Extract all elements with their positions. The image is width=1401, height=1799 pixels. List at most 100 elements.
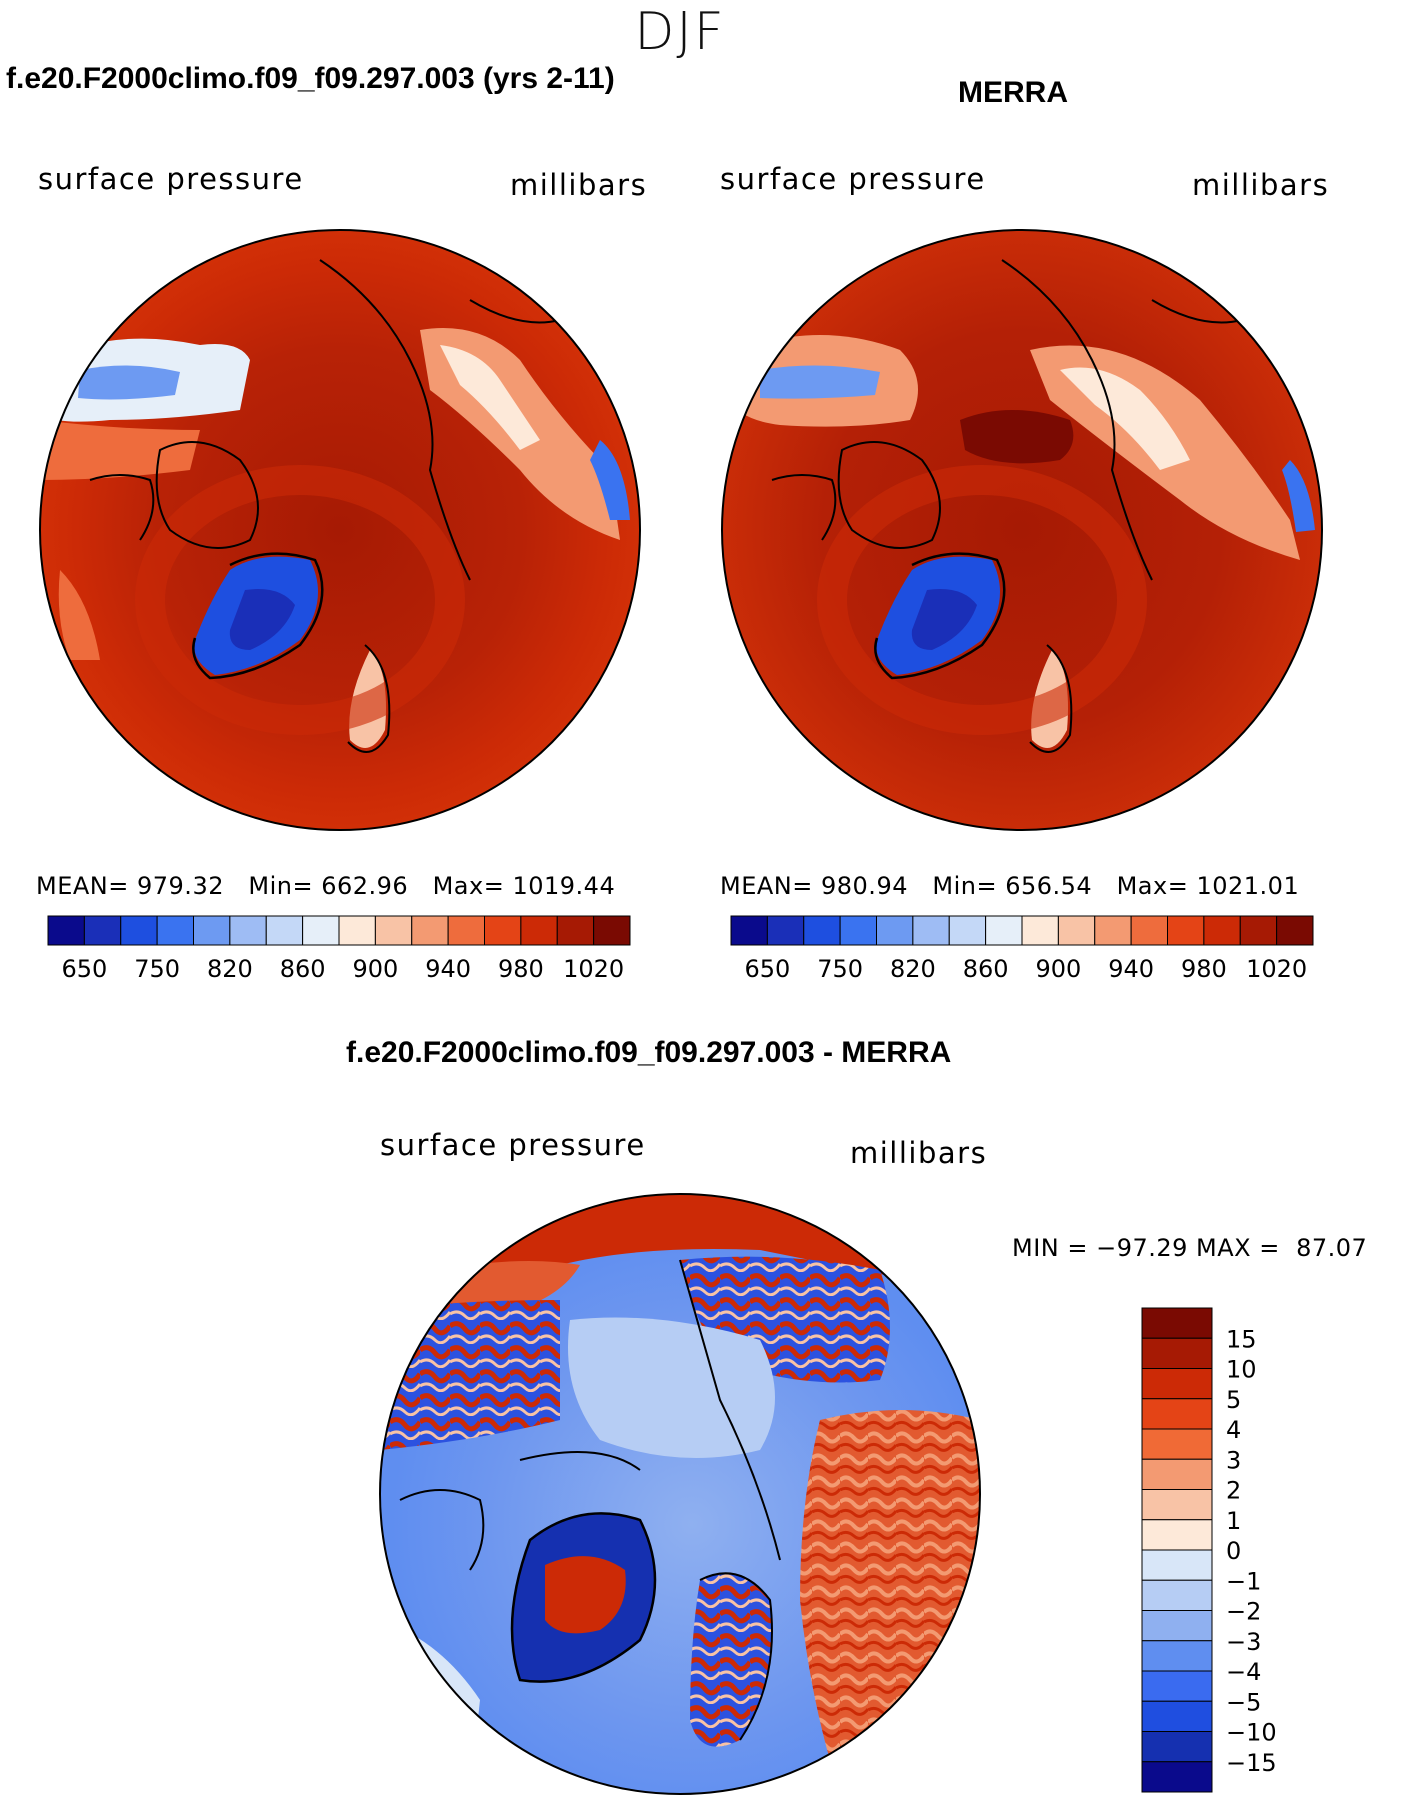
obs-colorbar-label: 940	[1108, 955, 1154, 983]
model-colorbar-label: 820	[207, 955, 253, 983]
obs-map	[722, 230, 1322, 830]
obs-map-border	[721, 229, 1323, 831]
obs-colorbar-label: 750	[817, 955, 863, 983]
diff-colorbar-box	[1141, 1670, 1213, 1702]
obs-colorbar-box	[730, 915, 768, 946]
obs-colorbar-label: 980	[1181, 955, 1227, 983]
model-colorbar-label: 900	[352, 955, 398, 983]
model-colorbar: 650 750 820 860 900 940 980 1020	[47, 915, 631, 983]
obs-colorbar-box	[803, 915, 841, 946]
model-colorbar-box	[484, 915, 522, 946]
model-colorbar-box	[411, 915, 449, 946]
model-colorbar-label: 750	[134, 955, 180, 983]
model-stats: MEAN= 979.32 Min= 662.96 Max= 1019.44	[36, 872, 616, 900]
obs-colorbar-box	[1167, 915, 1205, 946]
model-colorbar-box	[374, 915, 413, 946]
model-colorbar-box	[447, 915, 485, 946]
obs-colorbar-box	[1094, 915, 1132, 946]
diff-colorbar-label: −4	[1226, 1658, 1261, 1686]
diff-colorbar-label: −10	[1226, 1719, 1277, 1747]
diff-colorbar-box	[1141, 1640, 1213, 1672]
model-colorbar-box	[302, 915, 340, 946]
diff-colorbar-label: 4	[1226, 1416, 1241, 1444]
model-colorbar-label: 940	[425, 955, 471, 983]
diff-colorbar-box	[1141, 1489, 1213, 1521]
diff-colorbar-label: 15	[1226, 1325, 1257, 1353]
diff-colorbar-box	[1141, 1428, 1213, 1460]
diff-colorbar-label: 0	[1226, 1537, 1241, 1565]
obs-colorbar: 650 750 820 860 900 940 980 1020	[730, 915, 1314, 983]
model-colorbar-label: 860	[280, 955, 326, 983]
diff-colorbar-label: −5	[1226, 1688, 1261, 1716]
diff-units-label: millibars	[850, 1136, 988, 1170]
diff-colorbar-box	[1141, 1519, 1213, 1551]
obs-panel-title: MERRA	[958, 76, 1068, 109]
diff-colorbar-box	[1141, 1549, 1213, 1581]
diff-colorbar-label: −2	[1226, 1598, 1261, 1626]
model-colorbar-box	[47, 915, 85, 946]
obs-colorbar-box	[1021, 915, 1059, 946]
obs-colorbar-box	[1130, 915, 1168, 946]
obs-units-label: millibars	[1192, 168, 1330, 202]
obs-colorbar-box	[1276, 915, 1314, 946]
diff-colorbar-box	[1141, 1731, 1213, 1763]
obs-colorbar-label: 900	[1035, 955, 1081, 983]
model-map-border	[39, 229, 641, 831]
diff-colorbar-label: −15	[1226, 1749, 1277, 1777]
diff-colorbar-box	[1141, 1761, 1213, 1793]
obs-colorbar-box	[948, 915, 987, 946]
obs-colorbar-box	[839, 915, 877, 946]
diff-colorbar-box	[1141, 1368, 1213, 1400]
model-colorbar-box	[520, 915, 558, 946]
model-map	[40, 230, 640, 830]
diff-colorbar-box	[1141, 1458, 1213, 1490]
diff-colorbar-label: 5	[1226, 1386, 1241, 1414]
model-colorbar-box	[120, 915, 158, 946]
model-colorbar-label: 650	[61, 955, 107, 983]
obs-variable-label: surface pressure	[720, 162, 986, 196]
obs-colorbar-label: 860	[963, 955, 1009, 983]
diff-colorbar-box	[1141, 1307, 1213, 1339]
obs-colorbar-label: 1020	[1246, 955, 1307, 983]
model-colorbar-box	[593, 915, 631, 946]
diff-colorbar-label: −1	[1226, 1567, 1261, 1595]
obs-colorbar-box	[912, 915, 950, 946]
model-colorbar-box	[83, 915, 122, 946]
obs-colorbar-label: 650	[744, 955, 790, 983]
diff-minmax: MIN = −97.29 MAX = 87.07	[1012, 1234, 1368, 1262]
season-title: DJF	[634, 2, 726, 62]
model-units-label: millibars	[510, 168, 648, 202]
obs-colorbar-box	[1239, 915, 1278, 946]
model-colorbar-box	[229, 915, 267, 946]
diff-map-border	[379, 1193, 981, 1795]
obs-colorbar-box	[1203, 915, 1241, 946]
model-colorbar-box	[556, 915, 595, 946]
model-variable-label: surface pressure	[38, 162, 304, 196]
model-colorbar-box	[193, 915, 231, 946]
diff-colorbar-label: −3	[1226, 1628, 1261, 1656]
obs-stats: MEAN= 980.94 Min= 656.54 Max= 1021.01	[720, 872, 1300, 900]
diff-colorbar-label: 3	[1226, 1446, 1241, 1474]
diff-colorbar-label: 2	[1226, 1477, 1241, 1505]
model-panel-title: f.e20.F2000climo.f09_f09.297.003 (yrs 2-…	[6, 62, 615, 95]
obs-colorbar-label: 820	[890, 955, 936, 983]
diff-map	[380, 1194, 980, 1794]
diff-colorbar-box	[1141, 1579, 1213, 1611]
model-colorbar-label: 980	[498, 955, 544, 983]
diff-colorbar-box	[1141, 1700, 1213, 1732]
diff-variable-label: surface pressure	[380, 1128, 646, 1162]
diff-panel-title: f.e20.F2000climo.f09_f09.297.003 - MERRA	[346, 1036, 952, 1069]
obs-colorbar-box	[1057, 915, 1096, 946]
diff-colorbar-box	[1141, 1337, 1213, 1369]
diff-colorbar-box	[1141, 1398, 1213, 1430]
obs-colorbar-box	[766, 915, 805, 946]
diff-colorbar-label: 10	[1226, 1356, 1257, 1384]
diff-colorbar-box	[1141, 1610, 1213, 1642]
model-colorbar-box	[156, 915, 194, 946]
diff-colorbar-label: 1	[1226, 1507, 1241, 1535]
obs-colorbar-box	[876, 915, 914, 946]
model-colorbar-label: 1020	[563, 955, 624, 983]
model-colorbar-box	[265, 915, 304, 946]
